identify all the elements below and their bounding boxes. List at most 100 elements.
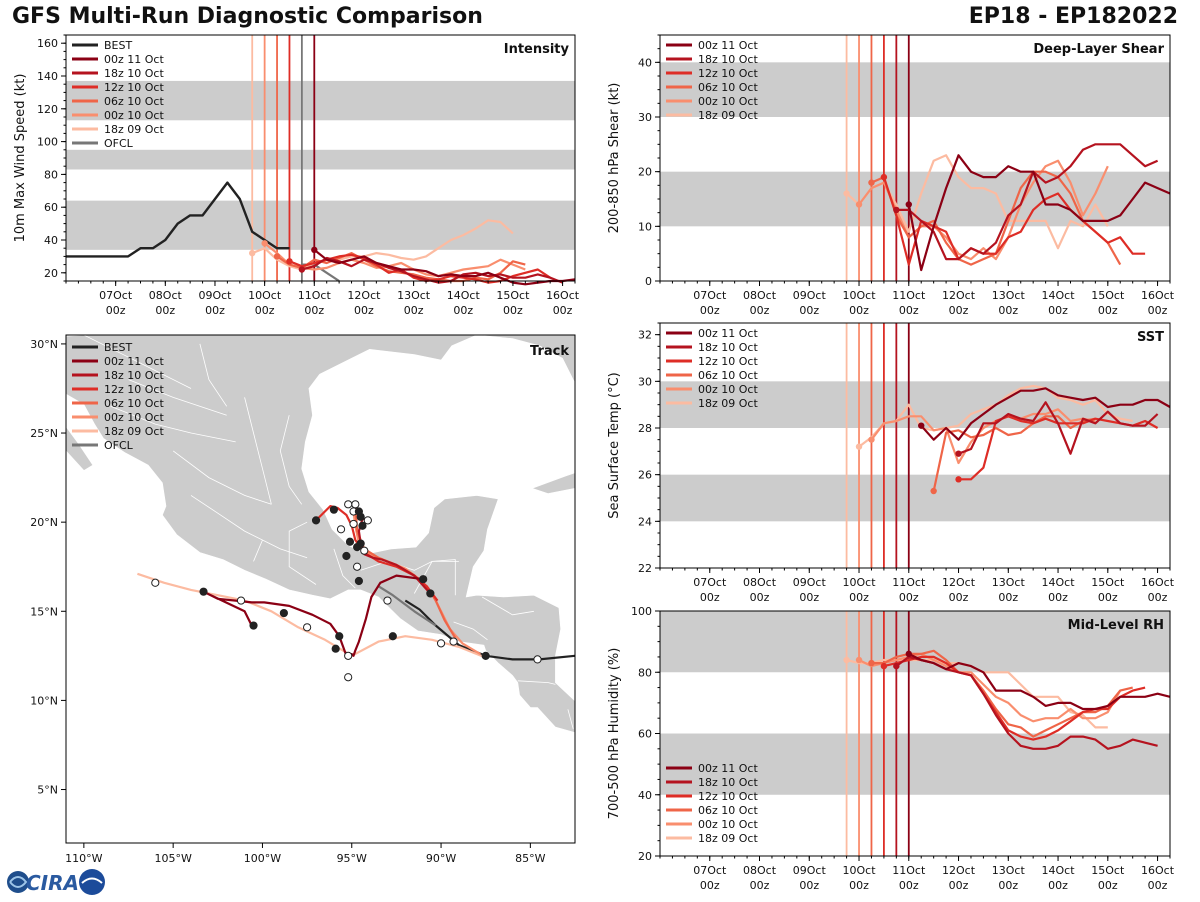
legend-label: 00z 11 Oct [104,355,164,368]
y-tick-label: 140 [37,70,58,83]
x-tick-label-date: 11Oct [892,289,926,302]
x-tick-label-date: 14Oct [1042,576,1076,589]
x-tick-label-hour: 00z [1098,304,1118,317]
x-tick-label-hour: 00z [899,879,919,892]
legend-label: 00z 11 Oct [698,39,758,52]
x-tick-label-date: 07Oct [693,289,727,302]
state-border [453,621,488,641]
state-border [567,709,574,730]
x-tick-label-date: 12Oct [942,864,976,877]
logo-globe-icon [7,871,29,893]
x-tick-label-hour: 00z [354,304,374,317]
shaded-band [660,733,1170,795]
track-point [199,587,208,596]
state-border [288,521,317,585]
series-start-point [261,240,268,247]
track-point [388,632,397,641]
lon-tick-label: 105°W [154,852,191,865]
track-point [335,632,344,641]
legend-label: 12z 10 Oct [104,383,164,396]
x-tick-label-date: 15Oct [1091,864,1125,877]
shaded-band [660,611,1170,673]
x-tick-label-hour: 00z [750,879,770,892]
series-line [858,652,1122,723]
x-tick-label-hour: 00z [750,591,770,604]
series-start-point [298,266,306,273]
x-tick-label-date: 08Oct [743,864,777,877]
y-tick-label: 20 [638,850,652,863]
legend-label: BEST [104,341,132,354]
track-point [383,596,392,605]
series-start-point [249,249,256,257]
panel-intensity: 20 40 60 80 100 120 140 160 07Oct 00z 08Oct 00z 09Oc… [13,34,580,317]
y-axis-label: 700-500 hPa Humidity (%) [607,648,622,820]
x-tick-label-hour: 00z [106,304,126,317]
x-tick-label-hour: 00z [1148,304,1168,317]
series-line [932,415,1096,492]
y-axis-label: 200-850 hPa Shear (kt) [607,83,622,234]
x-tick-label-date: 09Oct [793,576,827,589]
track-line [137,572,487,659]
axes-frame [65,334,576,844]
x-tick-label-date: 09Oct [793,864,827,877]
legend-label: 06z 10 Oct [698,81,758,94]
x-tick-label-date: 08Oct [743,289,777,302]
series-line [882,176,1146,266]
x-tick-label-date: 10Oct [248,289,282,302]
track-point [363,516,372,525]
track-point [353,562,362,571]
x-tick-label-hour: 00z [799,304,819,317]
panel-title: Track [530,344,569,359]
legend-label: 18z 09 Oct [104,123,164,136]
y-tick-label: 100 [631,605,652,618]
y-tick-label: 30 [638,375,652,388]
legend-label: BEST [104,39,132,52]
state-border [253,539,263,562]
state-border [110,405,236,443]
shaded-band [660,62,1170,117]
x-tick-label-hour: 00z [949,304,969,317]
x-tick-label-hour: 00z [998,304,1018,317]
series-line [896,143,1159,261]
legend-label: 00z 10 Oct [698,383,758,396]
logo-swirl-icon [9,876,28,888]
x-tick-label-hour: 00z [503,304,523,317]
track-point [533,655,542,664]
track-point [354,576,363,586]
series-start-point [843,190,850,197]
x-tick-label-date: 13Oct [992,576,1026,589]
y-tick-label: 24 [638,515,652,528]
shaded-band [66,149,575,170]
legend-label: OFCL [104,137,134,150]
state-border [333,548,356,589]
x-tick-label-hour: 00z [255,304,275,317]
y-tick-label: 20 [44,267,58,280]
series-start-point [893,206,900,214]
legend-label: 18z 10 Oct [698,53,758,66]
series-line [871,649,1133,738]
x-tick-label-date: 11Oct [298,289,332,302]
series-start-point [905,201,912,208]
legend-label: 00z 11 Oct [104,53,164,66]
x-tick-label-date: 14Oct [1042,289,1076,302]
series-start-point [868,436,875,443]
track-point [303,623,312,632]
x-tick-label-date: 11Oct [892,864,926,877]
y-tick-label: 60 [638,728,652,741]
legend-label: 18z 09 Oct [698,832,758,845]
track-point [344,673,353,682]
legend-label: 18z 09 Oct [698,109,758,122]
shaded-band [660,171,1170,227]
lon-tick-label: 110°W [65,852,102,865]
series-line [66,181,290,258]
track-point [360,546,369,555]
series-start-point [311,246,318,254]
state-border [128,379,227,416]
legend-label: 06z 10 Oct [698,804,758,817]
y-tick-label: 30 [638,111,652,124]
logo-text: CIRA [26,871,79,895]
y-tick-label: 26 [638,469,652,482]
state-border [279,415,303,505]
legend-label: 00z 10 Oct [698,818,758,831]
